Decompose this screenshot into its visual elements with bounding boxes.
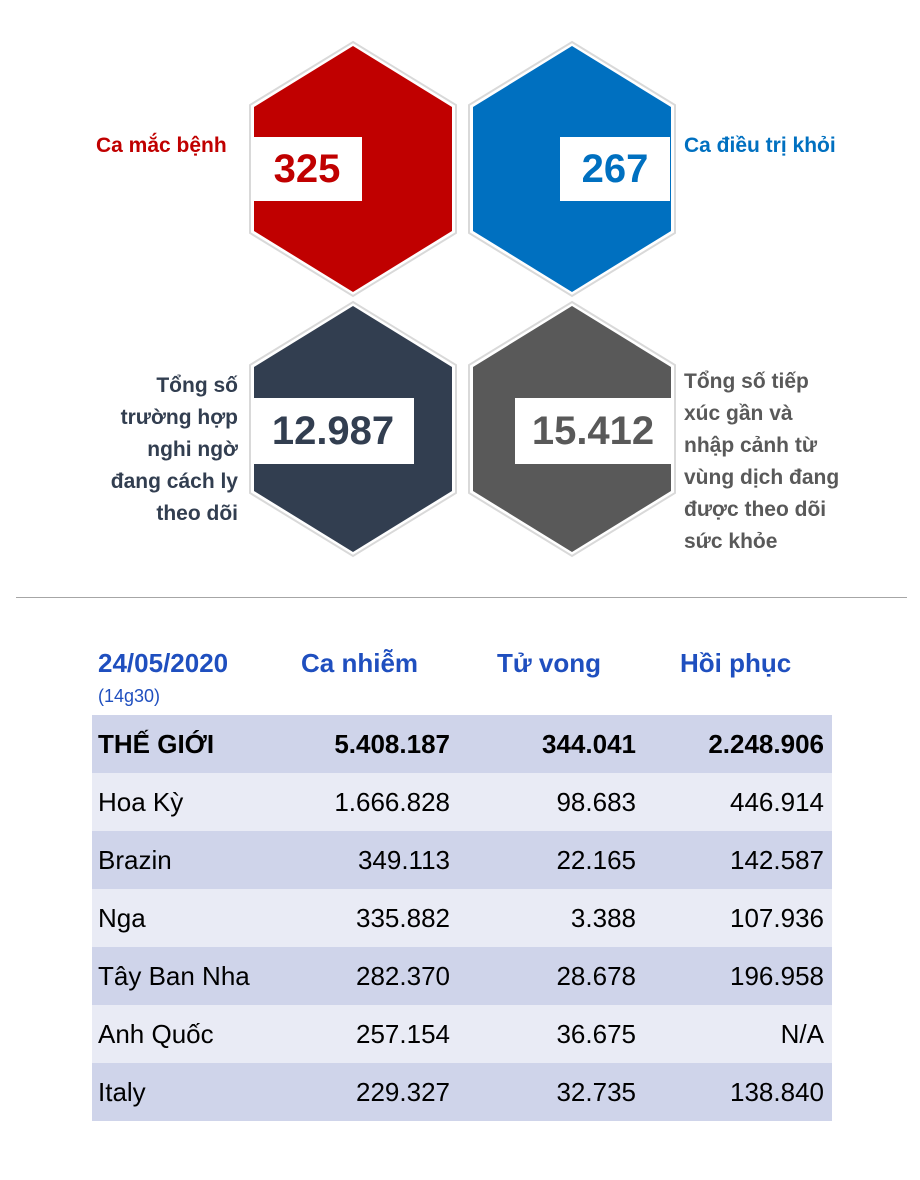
contacts-label-line: vùng dịch đang — [684, 466, 840, 489]
contacts-label-line: nhập cảnh từ — [684, 434, 818, 457]
row-infected: 1.666.828 — [334, 787, 450, 817]
row-infected: 335.882 — [356, 903, 450, 933]
table-date: 24/05/2020 — [98, 648, 229, 678]
row-recovered: 142.587 — [730, 845, 824, 875]
column-header-deaths: Tử vong — [497, 648, 602, 678]
table-row: Hoa Kỳ 1.666.828 98.683 446.914 — [92, 773, 832, 831]
recovered-label: Ca điều trị khỏi — [684, 134, 836, 157]
row-recovered: 2.248.906 — [708, 729, 824, 759]
row-infected: 5.408.187 — [334, 729, 450, 759]
cases-label: Ca mắc bệnh — [96, 134, 227, 157]
suspected-label-line: đang cách ly — [110, 470, 238, 493]
section-divider — [16, 597, 907, 598]
row-deaths: 344.041 — [542, 729, 636, 759]
table-row: Italy 229.327 32.735 138.840 — [92, 1063, 832, 1121]
contacts-label-line: được theo dõi — [684, 498, 827, 521]
suspected-label-line: Tổng số — [156, 374, 238, 397]
column-header-infected: Ca nhiễm — [301, 648, 419, 678]
row-deaths: 28.678 — [556, 961, 636, 991]
row-name: Nga — [98, 903, 146, 933]
contacts-value: 15.412 — [515, 398, 671, 464]
suspected-label-line: theo dõi — [156, 502, 238, 525]
column-header-recovered: Hồi phục — [680, 648, 792, 678]
row-deaths: 32.735 — [556, 1077, 636, 1107]
row-recovered: 107.936 — [730, 903, 824, 933]
row-name: Anh Quốc — [98, 1019, 214, 1049]
suspected-value: 12.987 — [252, 398, 414, 464]
contacts-label-line: Tổng số tiếp — [684, 370, 809, 393]
row-name: Hoa Kỳ — [98, 787, 184, 817]
table-time: (14g30) — [98, 686, 161, 706]
suspected-label-line: nghi ngờ — [147, 438, 238, 461]
row-infected: 282.370 — [356, 961, 450, 991]
row-deaths: 3.388 — [570, 903, 636, 933]
suspected-label-line: trường hợp — [120, 406, 238, 429]
stats-panel: 325 Ca mắc bệnh 267 Ca điều trị khỏi 12.… — [96, 40, 839, 558]
table-row: Anh Quốc 257.154 36.675 N/A — [92, 1005, 832, 1063]
table-row: Tây Ban Nha 282.370 28.678 196.958 — [92, 947, 832, 1005]
row-infected: 349.113 — [357, 845, 450, 875]
contacts-label-line: sức khỏe — [684, 530, 778, 553]
table-row: Brazin 349.113 22.165 142.587 — [92, 831, 832, 889]
row-recovered: 138.840 — [730, 1077, 824, 1107]
row-name: Tây Ban Nha — [98, 961, 250, 991]
row-deaths: 22.165 — [556, 845, 636, 875]
row-recovered: 446.914 — [730, 787, 824, 817]
row-name: Italy — [98, 1077, 146, 1107]
table-row: Nga 335.882 3.388 107.936 — [92, 889, 832, 947]
recovered-value: 267 — [560, 137, 670, 201]
cases-value: 325 — [252, 137, 362, 201]
contacts-label-line: xúc gần và — [684, 402, 793, 425]
row-recovered: N/A — [780, 1019, 824, 1049]
row-name: THẾ GIỚI — [98, 729, 215, 759]
row-recovered: 196.958 — [730, 961, 824, 991]
row-deaths: 36.675 — [556, 1019, 636, 1049]
contacts-label: Tổng số tiếp xúc gần và nhập cảnh từ vùn… — [684, 366, 839, 558]
table-header: 24/05/2020 (14g30) Ca nhiễm Tử vong Hồi … — [92, 640, 832, 715]
suspected-label: Tổng số trường hợp nghi ngờ đang cách ly… — [96, 370, 238, 530]
row-name: Brazin — [98, 845, 172, 875]
row-infected: 229.327 — [356, 1077, 450, 1107]
table-row: THẾ GIỚI 5.408.187 344.041 2.248.906 — [92, 715, 832, 773]
row-deaths: 98.683 — [556, 787, 636, 817]
world-stats-table: 24/05/2020 (14g30) Ca nhiễm Tử vong Hồi … — [92, 640, 832, 1121]
row-infected: 257.154 — [356, 1019, 450, 1049]
